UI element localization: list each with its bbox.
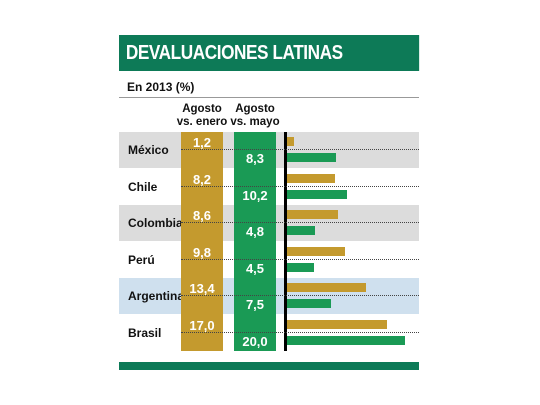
row-divider-dots bbox=[181, 149, 419, 150]
data-label-agosto-vs-enero: 8,2 bbox=[192, 171, 212, 187]
bar-agosto-vs-mayo bbox=[287, 262, 314, 272]
category-label: México bbox=[128, 143, 169, 157]
bar-agosto-vs-mayo bbox=[287, 189, 348, 199]
bar-agosto-vs-enero bbox=[287, 319, 388, 329]
data-label-agosto-vs-enero: 17,0 bbox=[189, 317, 215, 333]
bar-agosto-vs-mayo bbox=[287, 335, 405, 345]
row-divider-dots bbox=[181, 185, 419, 187]
row-divider-dots bbox=[181, 295, 419, 296]
subtitle-rule bbox=[119, 97, 419, 98]
data-label-agosto-vs-enero: 13,4 bbox=[189, 281, 215, 296]
column-header-line: Agosto bbox=[182, 103, 222, 115]
data-label-agosto-vs-enero: 1,2 bbox=[192, 135, 212, 150]
bar-agosto-vs-enero bbox=[287, 210, 338, 219]
column-header-agosto-vs-enero: Agosto vs. enero bbox=[174, 103, 230, 129]
row-divider-dots bbox=[181, 331, 419, 333]
data-label-agosto-vs-enero: 8,6 bbox=[192, 208, 212, 223]
bar-agosto-vs-mayo bbox=[287, 226, 316, 235]
series-column-agosto-vs-enero bbox=[181, 132, 223, 351]
data-label-agosto-vs-mayo: 10,2 bbox=[242, 187, 268, 203]
data-label-agosto-vs-enero: 9,8 bbox=[192, 244, 212, 260]
category-label: Perú bbox=[128, 252, 155, 267]
category-label: Chile bbox=[128, 179, 158, 194]
column-header-line: vs. mayo bbox=[230, 116, 280, 128]
bar-agosto-vs-mayo bbox=[287, 299, 332, 308]
column-header-line: Agosto bbox=[235, 103, 275, 115]
data-label-agosto-vs-mayo: 4,8 bbox=[245, 224, 265, 239]
row-brasil: Brasil bbox=[119, 315, 419, 351]
chart-subtitle: En 2013 (%) bbox=[127, 80, 195, 94]
value-axis-line bbox=[284, 132, 287, 351]
category-label: Brasil bbox=[128, 325, 162, 340]
bar-agosto-vs-mayo bbox=[287, 153, 336, 162]
data-label-agosto-vs-mayo: 20,0 bbox=[242, 333, 268, 349]
data-label-agosto-vs-mayo: 8,3 bbox=[245, 151, 265, 166]
bar-agosto-vs-enero bbox=[287, 283, 367, 292]
category-label: Colombia bbox=[128, 216, 183, 230]
row-divider-dots bbox=[181, 222, 419, 223]
row-per: Perú bbox=[119, 242, 419, 278]
bar-agosto-vs-enero bbox=[287, 137, 295, 146]
row-chile: Chile bbox=[119, 169, 419, 205]
bar-agosto-vs-enero bbox=[287, 246, 345, 256]
row-divider-dots bbox=[181, 258, 419, 260]
series-column-agosto-vs-mayo bbox=[234, 132, 276, 351]
column-header-agosto-vs-mayo: Agosto vs. mayo bbox=[227, 103, 283, 129]
bottom-accent-bar bbox=[119, 362, 419, 370]
chart-title: DEVALUACIONES LATINAS bbox=[119, 35, 419, 71]
data-label-agosto-vs-mayo: 7,5 bbox=[245, 297, 265, 312]
category-label: Argentina bbox=[128, 289, 185, 303]
column-header-line: vs. enero bbox=[176, 116, 228, 128]
bar-agosto-vs-enero bbox=[287, 173, 336, 183]
chart-frame: DEVALUACIONES LATINAS En 2013 (%) Agosto… bbox=[119, 0, 419, 370]
data-label-agosto-vs-mayo: 4,5 bbox=[245, 260, 265, 276]
